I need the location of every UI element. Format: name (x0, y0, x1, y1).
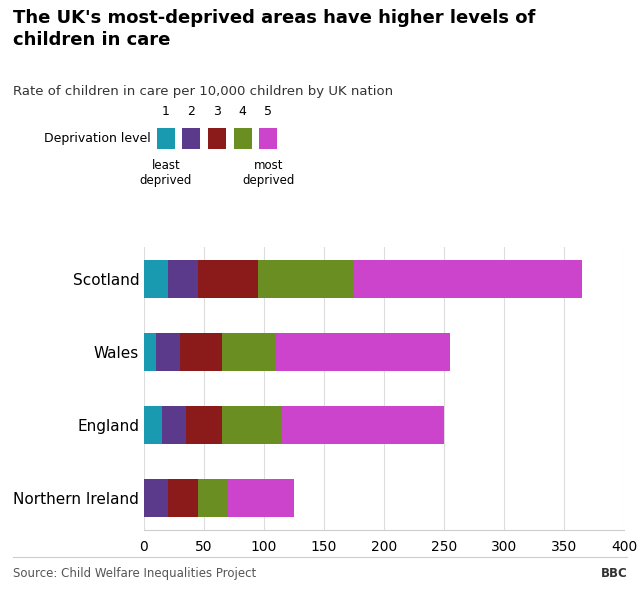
Text: 3: 3 (213, 105, 221, 118)
Text: Deprivation level: Deprivation level (44, 132, 150, 145)
Text: 1: 1 (162, 105, 170, 118)
Bar (282, 406, 444, 444)
Text: least
deprived: least deprived (140, 159, 192, 187)
Bar (180, 333, 222, 371)
Text: Rate of children in care per 10,000 children by UK nation: Rate of children in care per 10,000 chil… (13, 85, 393, 98)
Bar (258, 260, 354, 298)
Text: The UK's most-deprived areas have higher levels of
children in care: The UK's most-deprived areas have higher… (13, 9, 535, 49)
Text: most
deprived: most deprived (242, 159, 294, 187)
Bar (168, 260, 198, 298)
Bar (198, 260, 258, 298)
Bar (144, 479, 168, 517)
Text: 4: 4 (239, 105, 246, 118)
Bar (354, 260, 582, 298)
Bar (228, 479, 294, 517)
Text: BBC: BBC (600, 567, 627, 580)
Bar (276, 333, 450, 371)
Text: Source: Child Welfare Inequalities Project: Source: Child Welfare Inequalities Proje… (13, 567, 256, 580)
Bar (186, 406, 222, 444)
Bar (144, 333, 156, 371)
Text: 2: 2 (188, 105, 195, 118)
Bar (222, 406, 282, 444)
Text: 5: 5 (264, 105, 272, 118)
Bar (156, 333, 180, 371)
Bar (144, 260, 168, 298)
Bar (162, 406, 186, 444)
Bar (222, 333, 276, 371)
Bar (168, 479, 198, 517)
Bar (198, 479, 228, 517)
Bar (144, 406, 162, 444)
